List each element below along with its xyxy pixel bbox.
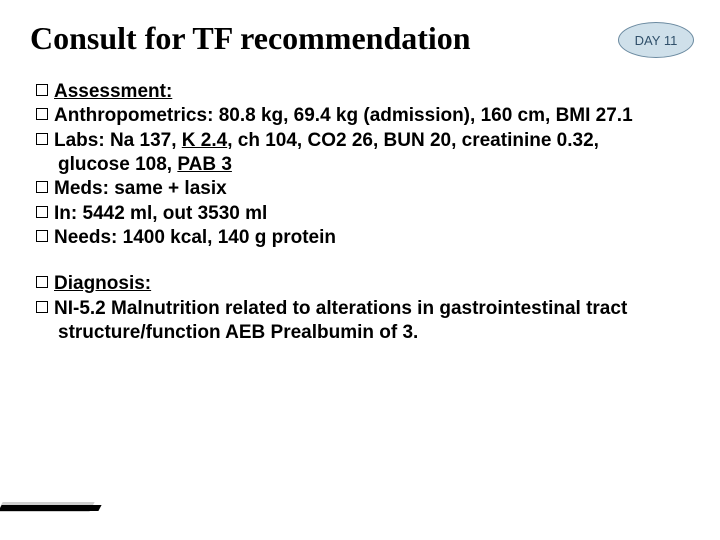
- section-gap: [36, 250, 660, 272]
- checkbox-icon: [36, 276, 48, 288]
- labs-k: K 2.4: [182, 130, 227, 151]
- accent-dark-bar: [0, 505, 102, 511]
- checkbox-icon: [36, 108, 48, 120]
- dx-text: Malnutrition related to alterations in g…: [58, 298, 627, 343]
- labs-pre: Na 137,: [110, 130, 182, 151]
- anthro-label: Anthropometrics:: [54, 105, 219, 126]
- meds-value: same + lasix: [114, 178, 227, 199]
- checkbox-icon: [36, 301, 48, 313]
- needs-label: Needs:: [54, 227, 123, 248]
- diagnosis-line: NI-5.2 Malnutrition related to alteratio…: [36, 297, 660, 346]
- checkbox-icon: [36, 230, 48, 242]
- anthro-value: 80.8 kg, 69.4 kg (admission), 160 cm, BM…: [219, 105, 633, 126]
- assessment-heading: Assessment:: [36, 80, 660, 104]
- labs-label: Labs:: [54, 130, 110, 151]
- checkbox-icon: [36, 133, 48, 145]
- needs-value: 1400 kcal, 140 g protein: [123, 227, 336, 248]
- corner-accent: [0, 500, 100, 518]
- needs-line: Needs: 1400 kcal, 140 g protein: [36, 226, 660, 250]
- body-text: Assessment: Anthropometrics: 80.8 kg, 69…: [36, 80, 660, 345]
- slide-title: Consult for TF recommendation: [30, 20, 471, 57]
- dx-label: NI-5.2: [54, 298, 111, 319]
- anthro-line: Anthropometrics: 80.8 kg, 69.4 kg (admis…: [36, 104, 660, 128]
- checkbox-icon: [36, 206, 48, 218]
- assessment-label: Assessment:: [54, 81, 172, 102]
- diagnosis-label: Diagnosis:: [54, 273, 151, 294]
- meds-label: Meds:: [54, 178, 114, 199]
- slide: Consult for TF recommendation DAY 11 Ass…: [0, 0, 720, 540]
- in-line: In: 5442 ml, out 3530 ml: [36, 202, 660, 226]
- title-row: Consult for TF recommendation DAY 11: [30, 18, 700, 58]
- in-label: In:: [54, 203, 83, 224]
- meds-line: Meds: same + lasix: [36, 177, 660, 201]
- labs-pab: PAB 3: [177, 154, 232, 175]
- in-value: 5442 ml, out 3530 ml: [83, 203, 268, 224]
- checkbox-icon: [36, 84, 48, 96]
- diagnosis-heading: Diagnosis:: [36, 272, 660, 296]
- checkbox-icon: [36, 181, 48, 193]
- labs-line: Labs: Na 137, K 2.4, ch 104, CO2 26, BUN…: [36, 129, 660, 178]
- day-badge: DAY 11: [618, 22, 694, 58]
